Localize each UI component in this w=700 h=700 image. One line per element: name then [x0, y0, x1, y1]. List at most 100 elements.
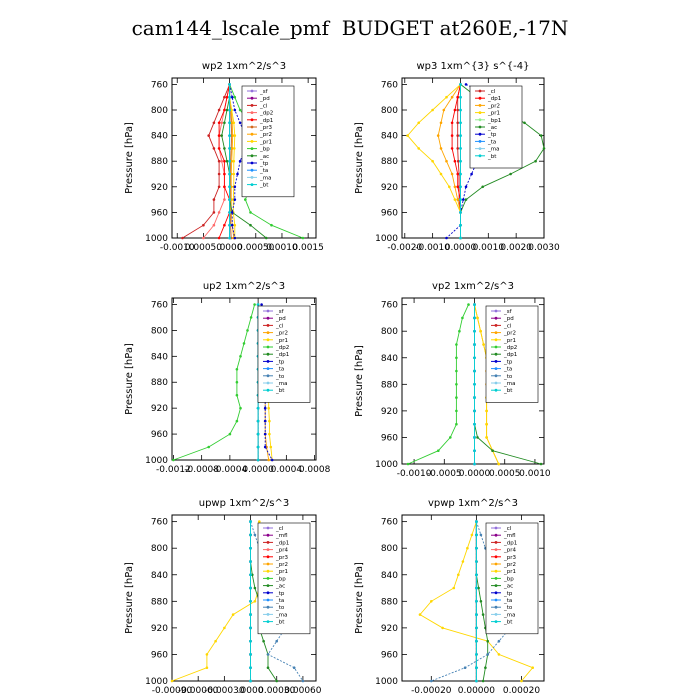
y-tick-label: 760: [151, 80, 168, 90]
data-point: [542, 147, 546, 150]
data-point: [448, 185, 451, 189]
x-tick-label: -0.0004: [213, 465, 248, 475]
data-point: [235, 393, 239, 397]
data-point: [263, 432, 267, 436]
data-point: [470, 533, 474, 537]
figure-title: cam144_lscale_pmf BUDGET at260E,-17N: [131, 16, 569, 40]
legend-marker: [266, 598, 270, 602]
data-point: [253, 586, 257, 590]
data-point: [455, 369, 458, 373]
x-tick-label: -0.00020: [411, 686, 452, 696]
x-tick-label: 0.0020: [500, 243, 532, 253]
x-tick-label: .0000: [217, 243, 243, 253]
legend-label: _bp: [275, 576, 286, 582]
y-tick-label: 920: [381, 407, 398, 417]
data-point: [459, 185, 462, 189]
legend-label: _tp: [259, 161, 269, 167]
data-point: [456, 172, 460, 176]
legend-marker: [494, 526, 498, 530]
legend-marker: [478, 96, 482, 100]
legend-label: _ta: [275, 598, 284, 604]
y-tick-label: 760: [151, 518, 168, 528]
legend-marker: [266, 331, 270, 334]
legend-label: _ma: [275, 612, 287, 618]
data-point: [231, 613, 235, 616]
data-point: [445, 159, 448, 163]
data-point: [439, 147, 443, 150]
legend-marker: [494, 605, 498, 609]
data-point: [473, 329, 476, 333]
legend-marker: [266, 541, 270, 544]
data-point: [475, 560, 478, 563]
data-point: [301, 679, 305, 683]
data-point: [225, 95, 229, 99]
legend-label: _ma: [503, 612, 515, 618]
data-point: [225, 159, 229, 163]
data-point: [439, 172, 443, 176]
data-point: [249, 520, 252, 523]
x-tick-label: 0.00000: [458, 686, 495, 696]
y-tick-label: 1000: [375, 460, 398, 470]
data-point: [249, 666, 252, 669]
data-point: [228, 223, 231, 227]
data-point: [475, 639, 478, 643]
data-point: [263, 406, 267, 410]
y-tick-label: 920: [381, 183, 398, 193]
x-tick-label: 0.0000: [445, 243, 477, 253]
data-point: [453, 198, 457, 201]
legend-label: _to: [275, 605, 285, 611]
legend-marker: [494, 381, 498, 385]
data-point: [470, 172, 473, 176]
data-point: [473, 303, 476, 306]
legend-label: _dp2: [259, 111, 273, 117]
legend-marker: [478, 104, 482, 107]
data-point: [220, 159, 223, 163]
x-tick-label: .0000: [238, 686, 264, 696]
data-point: [266, 653, 270, 656]
data-point: [431, 108, 434, 112]
legend-marker: [250, 118, 254, 122]
data-point: [456, 121, 460, 125]
data-point: [475, 573, 478, 577]
x-tick-label: -0.00090: [152, 686, 193, 696]
data-point: [249, 626, 252, 630]
data-point: [223, 147, 226, 150]
data-point: [456, 95, 460, 99]
data-point: [232, 172, 236, 176]
data-point: [475, 520, 478, 523]
panel-title: up2 1xm^2/s^3: [203, 281, 285, 292]
data-point: [212, 198, 216, 201]
legend-label: _ta: [259, 168, 268, 174]
legend-marker: [266, 374, 270, 378]
x-tick-label: -0.0008: [184, 465, 219, 475]
legend-marker: [250, 140, 254, 143]
legend-marker: [250, 168, 254, 172]
legend-label: _ac: [487, 125, 497, 131]
legend-label: _bt: [275, 620, 285, 626]
series-line-dp2: [173, 304, 256, 461]
legend-label: _bt: [259, 183, 269, 189]
data-point: [461, 316, 464, 320]
legend-marker: [266, 548, 270, 551]
y-tick-label: 760: [151, 300, 168, 310]
data-point: [225, 108, 229, 112]
data-point: [531, 666, 534, 669]
legend-label: _ma: [275, 381, 287, 387]
data-point: [244, 198, 247, 201]
y-tick-label: 800: [151, 544, 168, 554]
data-point: [301, 236, 305, 240]
legend-label: _pr2: [503, 331, 516, 337]
data-point: [479, 329, 482, 333]
data-point: [534, 159, 537, 163]
data-point: [228, 95, 231, 99]
legend-marker: [494, 374, 498, 378]
panel-1: wp3 1xm^{3} s^{-4} Pressure [hPa] 760 800 84…: [354, 61, 560, 253]
data-point: [417, 147, 421, 150]
legend-marker: [266, 577, 270, 580]
data-point: [228, 211, 231, 214]
data-point: [170, 679, 174, 683]
legend-label: _dp2: [503, 345, 517, 351]
legend-marker: [266, 360, 270, 363]
y-tick-label: 800: [151, 106, 168, 116]
